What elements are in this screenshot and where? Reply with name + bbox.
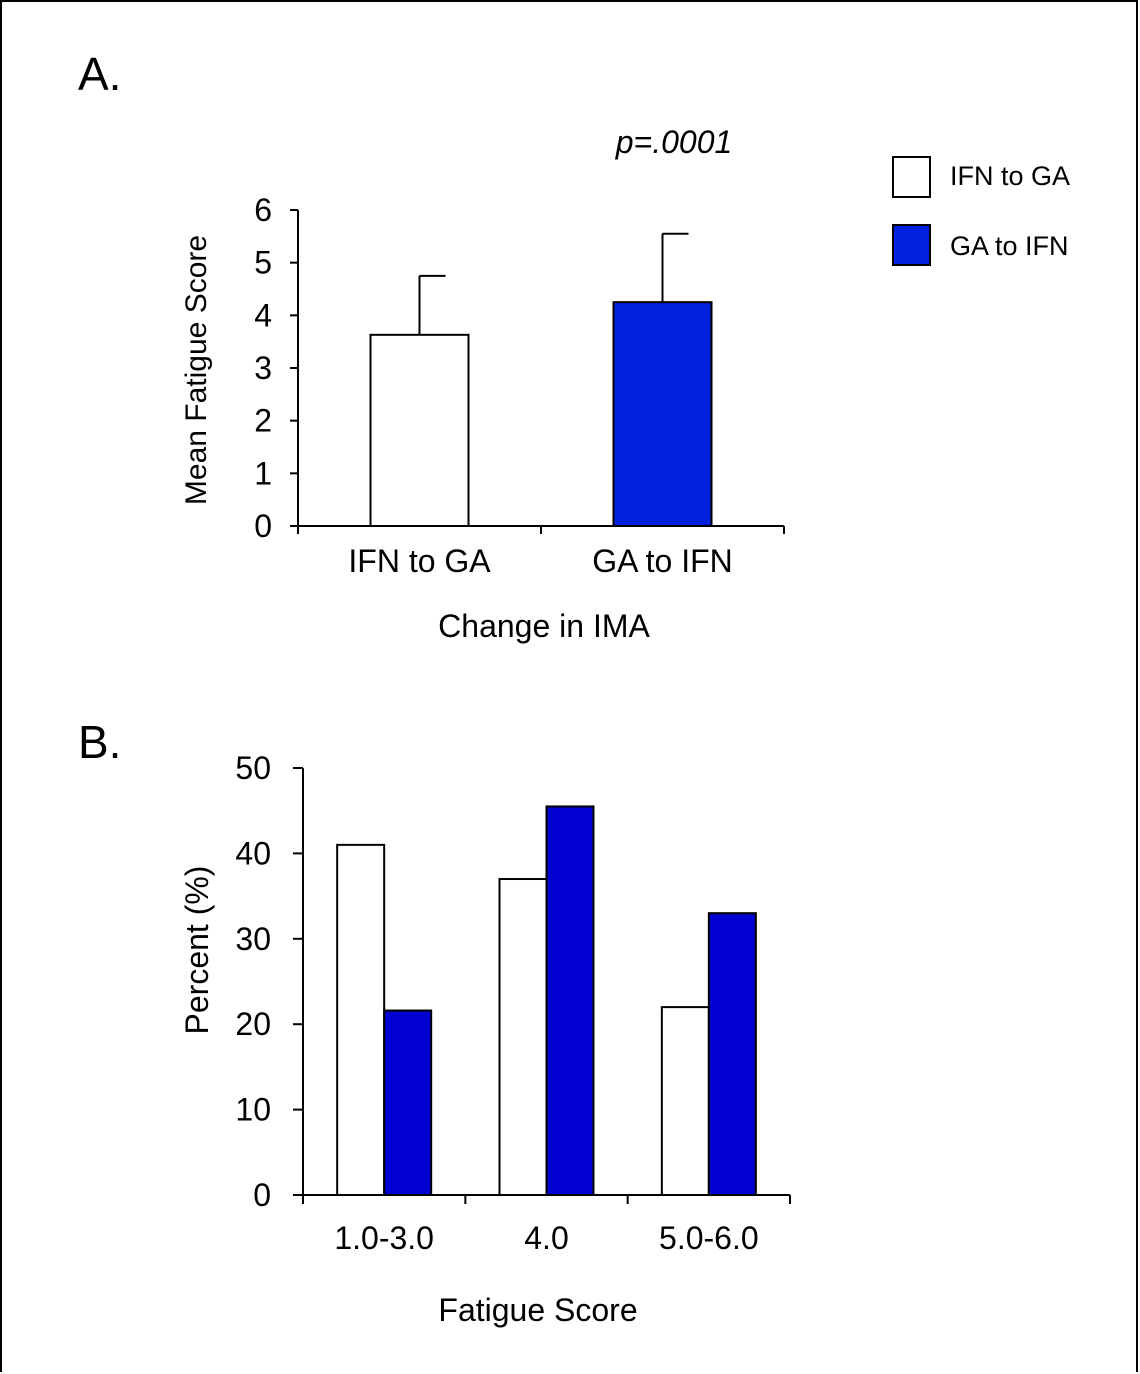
panel-a-y-tick-label: 6 <box>254 192 272 228</box>
bar-ga-to-ifn-2 <box>707 912 757 1196</box>
bar-ifn-to-ga <box>369 333 470 527</box>
bar-ifn-to-ga-0 <box>336 843 386 1196</box>
p-value-annotation: p=.0001 <box>615 124 733 160</box>
panel-b-y-tick-label: 20 <box>235 1006 271 1042</box>
panel-a-y-tick-label: 0 <box>254 508 272 544</box>
panel-b-y-axis-label: Percent (%) <box>179 866 215 1035</box>
panel-a-y-tick-label: 1 <box>254 455 272 491</box>
panel-b-x-tick-label: 4.0 <box>524 1220 568 1256</box>
panel-b-y-tick-label: 30 <box>235 921 271 957</box>
legend-swatch-ga-to-ifn <box>892 224 931 266</box>
panel-a-y-tick-label: 3 <box>254 350 272 386</box>
panel-a-y-tick-label: 4 <box>254 297 272 333</box>
panel-a-y-axis-label: Mean Fatigue Score <box>180 235 213 505</box>
panel-a-label: A. <box>78 48 121 100</box>
legend-swatch-ifn-to-ga <box>892 156 931 198</box>
panel-b-y-tick-label: 50 <box>235 750 271 786</box>
bar-ifn-to-ga-1 <box>498 878 548 1197</box>
panel-a-y-tick-label: 5 <box>254 245 272 281</box>
legend: IFN to GA GA to IFN <box>892 156 1070 266</box>
panel-b-x-axis-label: Fatigue Score <box>438 1292 637 1328</box>
bar-ga-to-ifn-1 <box>545 805 595 1196</box>
panel-a-x-axis-label: Change in IMA <box>438 608 650 644</box>
panel-b-x-tick-label: 5.0-6.0 <box>659 1220 759 1256</box>
legend-label-ga-to-ifn: GA to IFN <box>950 231 1069 261</box>
panel-a-plot: 0 1 2 3 4 5 6 IFN to GA GA to IFN <box>254 192 785 579</box>
panel-b-y-tick-label: 0 <box>253 1177 271 1213</box>
bar-ga-to-ifn-0 <box>383 1009 433 1197</box>
bar-ga-to-ifn <box>612 301 713 527</box>
panel-b-y-tick-label: 10 <box>235 1092 271 1128</box>
bar-ifn-to-ga-2 <box>660 1006 710 1196</box>
panel-a-x-tick-label: GA to IFN <box>592 543 732 579</box>
panel-b-y-tick-label: 40 <box>235 835 271 871</box>
panel-b-plot: 0 10 20 30 40 50 1.0-3.0 4.0 5.0-6.0 <box>235 750 791 1256</box>
panel-b-x-tick-label: 1.0-3.0 <box>334 1220 434 1256</box>
panel-a-y-tick-label: 2 <box>254 403 272 439</box>
legend-label-ifn-to-ga: IFN to GA <box>950 161 1070 191</box>
panel-b-label: B. <box>78 716 121 768</box>
panel-a-x-tick-label: IFN to GA <box>348 543 491 579</box>
